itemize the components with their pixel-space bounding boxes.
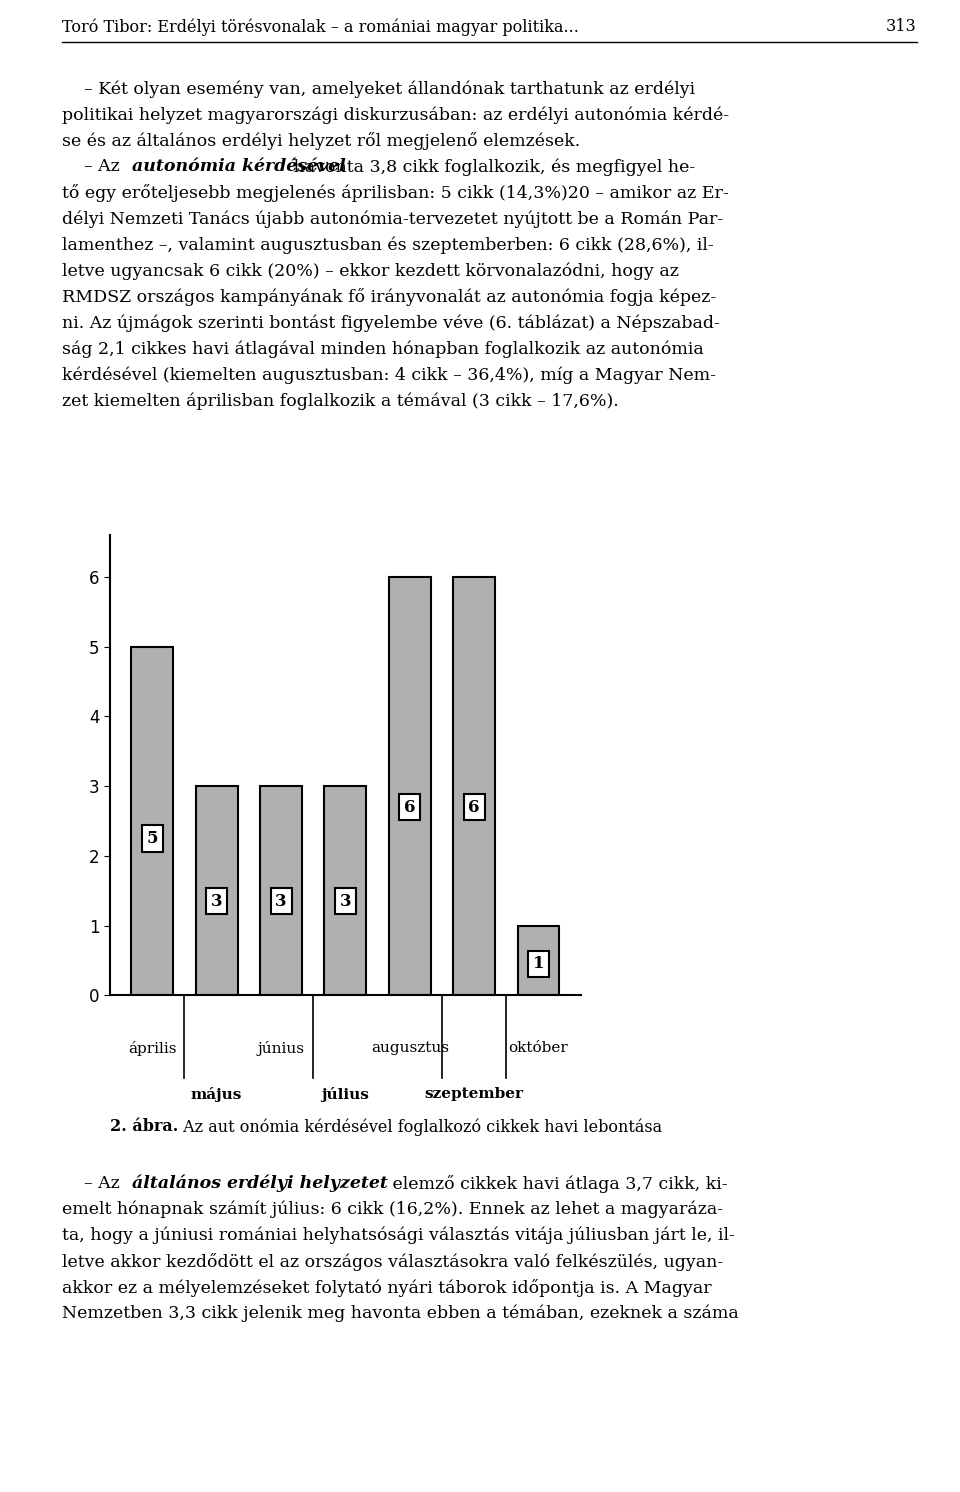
Text: 5: 5 [147, 830, 158, 847]
Text: Toró Tibor: Erdélyi törésvonalak – a romániai magyar politika...: Toró Tibor: Erdélyi törésvonalak – a rom… [62, 18, 579, 36]
Bar [196, 786, 237, 995]
Text: augusztus: augusztus [371, 1041, 448, 1055]
Bar [260, 786, 302, 995]
Text: szeptember: szeptember [424, 1088, 523, 1101]
Text: – Az: – Az [62, 158, 126, 175]
Bar [324, 786, 367, 995]
Text: 6: 6 [404, 798, 416, 816]
Text: október: október [509, 1041, 568, 1055]
Text: – Két olyan esemény van, amelyeket állandónak tarthatunk az erdélyi: – Két olyan esemény van, amelyeket állan… [62, 81, 696, 97]
Text: emelt hónapnak számít július: 6 cikk (16,2%). Ennek az lehet a magyaráza-: emelt hónapnak számít július: 6 cikk (16… [62, 1201, 724, 1219]
Text: havonta 3,8 cikk foglalkozik, és megfigyel he-: havonta 3,8 cikk foglalkozik, és megfigy… [288, 158, 695, 176]
Text: általános erdélyi helyzetet: általános erdélyi helyzetet [132, 1176, 388, 1192]
Text: autonómia kérdésével: autonómia kérdésével [132, 158, 346, 175]
Text: ni. Az újmágok szerinti bontást figyelembe véve (6. táblázat) a Népszabad-: ni. Az újmágok szerinti bontást figyelem… [62, 313, 720, 331]
Text: június: június [257, 1041, 304, 1056]
Bar [132, 646, 173, 995]
Text: – Az: – Az [62, 1176, 126, 1192]
Text: 6: 6 [468, 798, 480, 816]
Text: zet kiemelten áprilisban foglalkozik a témával (3 cikk – 17,6%).: zet kiemelten áprilisban foglalkozik a t… [62, 392, 619, 409]
Text: letve akkor kezdődött el az országos választásokra való felkészülés, ugyan-: letve akkor kezdődött el az országos vál… [62, 1253, 724, 1271]
Text: Az aut onómia kérdésével foglalkozó cikkek havi lebontása: Az aut onómia kérdésével foglalkozó cikk… [179, 1118, 662, 1135]
Text: RMDSZ országos kampányának fő irányvonalát az autonómia fogja képez-: RMDSZ országos kampányának fő irányvonal… [62, 288, 717, 306]
Text: 3: 3 [276, 892, 287, 910]
Text: 1: 1 [533, 955, 544, 973]
Text: letve ugyancsak 6 cikk (20%) – ekkor kezdett körvonalazódni, hogy az: letve ugyancsak 6 cikk (20%) – ekkor kez… [62, 263, 680, 279]
Text: délyi Nemzeti Tanács újabb autonómia-tervezetet nyújtott be a Román Par-: délyi Nemzeti Tanács újabb autonómia-ter… [62, 210, 724, 227]
Text: 3: 3 [211, 892, 223, 910]
Text: május: május [191, 1088, 242, 1103]
Text: kérdésével (kiemelten augusztusban: 4 cikk – 36,4%), míg a Magyar Nem-: kérdésével (kiemelten augusztusban: 4 ci… [62, 366, 716, 383]
Bar [453, 577, 495, 995]
Text: július: július [322, 1088, 370, 1103]
Text: ság 2,1 cikkes havi átlagával minden hónapban foglalkozik az autonómia: ság 2,1 cikkes havi átlagával minden hón… [62, 340, 704, 358]
Text: se és az általános erdélyi helyzet ről megjelenő elemzések.: se és az általános erdélyi helyzet ről m… [62, 131, 581, 151]
Text: tő egy erőteljesebb megjelenés áprilisban: 5 cikk (14,3%)20 – amikor az Er-: tő egy erőteljesebb megjelenés áprilisba… [62, 184, 730, 201]
Text: ta, hogy a júniusi romániai helyhatsósági választás vitája júliusban járt le, il: ta, hogy a júniusi romániai helyhatsóság… [62, 1226, 735, 1244]
Text: Nemzetben 3,3 cikk jelenik meg havonta ebben a témában, ezeknek a száma: Nemzetben 3,3 cikk jelenik meg havonta e… [62, 1306, 739, 1322]
Text: elemző cikkek havi átlaga 3,7 cikk, ki-: elemző cikkek havi átlaga 3,7 cikk, ki- [388, 1176, 728, 1194]
Text: akkor ez a mélyelemzéseket folytató nyári táborok időpontja is. A Magyar: akkor ez a mélyelemzéseket folytató nyár… [62, 1279, 712, 1297]
Text: 3: 3 [340, 892, 351, 910]
Text: 2. ábra.: 2. ábra. [110, 1118, 179, 1135]
Text: 313: 313 [886, 18, 917, 34]
Bar [517, 925, 560, 995]
Text: lamenthez –, valamint augusztusban és szeptemberben: 6 cikk (28,6%), il-: lamenthez –, valamint augusztusban és sz… [62, 236, 714, 254]
Bar [389, 577, 431, 995]
Text: politikai helyzet magyarországi diskurzusában: az erdélyi autonómia kérdé-: politikai helyzet magyarországi diskurzu… [62, 106, 730, 124]
Text: április: április [128, 1041, 177, 1056]
